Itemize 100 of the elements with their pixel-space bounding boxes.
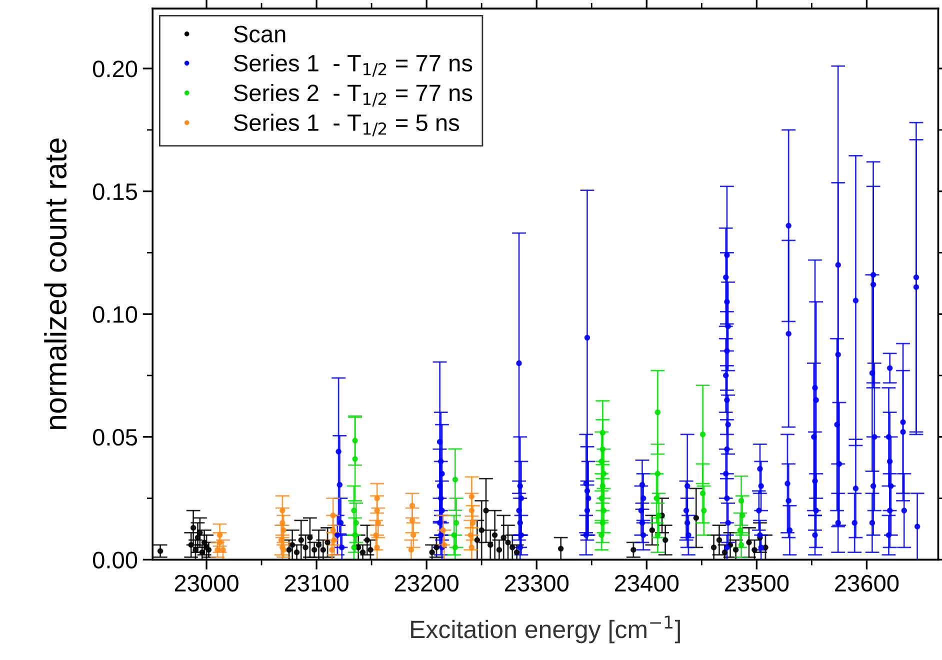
point	[598, 495, 604, 502]
point	[324, 540, 330, 546]
x-tick-label: 23300	[504, 574, 569, 592]
point	[330, 512, 336, 518]
point	[364, 537, 370, 543]
point	[600, 430, 606, 436]
point	[201, 540, 208, 546]
legend-label: Series 2 - T$_{1/2}$ = 77 ns	[234, 84, 472, 106]
point	[440, 527, 446, 534]
point	[216, 540, 223, 546]
point	[468, 544, 475, 550]
point	[374, 508, 380, 514]
x-tick-label: 23400	[615, 574, 679, 592]
point	[649, 527, 656, 534]
point	[509, 544, 516, 550]
point	[352, 456, 358, 462]
legend-label: Series 1 - T$_{1/2}$ = 5 ns	[234, 114, 460, 136]
point	[452, 476, 458, 483]
point	[374, 495, 380, 502]
point	[188, 542, 194, 548]
point	[194, 534, 201, 540]
point	[654, 495, 660, 502]
point	[738, 542, 744, 548]
point	[190, 524, 196, 531]
legend-label: Scan	[234, 26, 286, 42]
point	[598, 458, 604, 464]
point	[206, 546, 212, 553]
y-tick-label: 0.05	[92, 428, 138, 446]
point	[280, 546, 286, 553]
point	[316, 542, 322, 548]
point	[478, 527, 485, 534]
x-tick-label: 23500	[725, 574, 789, 592]
point	[409, 502, 416, 509]
point	[752, 546, 758, 553]
point	[496, 546, 502, 553]
point	[298, 537, 304, 543]
point	[214, 546, 220, 553]
point	[192, 546, 198, 553]
point	[468, 532, 474, 538]
point	[410, 532, 416, 538]
point	[600, 470, 607, 477]
point	[452, 544, 458, 550]
x-tick-label: 23000	[174, 574, 238, 592]
point	[514, 549, 520, 556]
point	[662, 537, 668, 543]
point	[408, 546, 414, 553]
point	[352, 532, 358, 538]
point	[409, 517, 416, 524]
point	[710, 544, 717, 550]
point	[320, 546, 326, 553]
point	[598, 532, 604, 538]
point	[732, 546, 739, 553]
point	[373, 532, 379, 538]
point	[199, 549, 206, 556]
y-tick-label: 0.10	[92, 306, 138, 323]
point	[441, 542, 448, 548]
point	[700, 508, 707, 514]
point	[429, 549, 435, 556]
point	[738, 498, 744, 504]
point	[311, 546, 318, 553]
point	[351, 508, 357, 514]
point	[654, 470, 661, 477]
point	[197, 530, 203, 536]
point	[630, 546, 636, 553]
point	[331, 537, 338, 543]
point	[474, 537, 480, 543]
point	[434, 544, 440, 550]
point	[487, 542, 494, 548]
point	[746, 540, 752, 546]
point	[280, 527, 286, 534]
point	[500, 534, 507, 540]
point	[353, 520, 360, 526]
point	[470, 520, 476, 526]
point	[558, 546, 564, 552]
point	[468, 494, 475, 500]
point	[654, 532, 661, 538]
point	[368, 546, 374, 553]
point	[352, 438, 358, 444]
point	[722, 549, 728, 556]
y-axis-title: normalized count rate	[44, 138, 67, 430]
y-tick-label: 0.15	[92, 183, 138, 200]
point	[294, 549, 300, 556]
point	[374, 544, 380, 550]
point	[600, 446, 606, 452]
point	[280, 508, 286, 514]
point	[216, 532, 223, 538]
point	[654, 409, 661, 416]
point	[656, 512, 662, 518]
point	[329, 546, 335, 553]
point	[600, 483, 606, 489]
y-tick-label: 0.00	[92, 552, 138, 568]
point	[483, 508, 489, 514]
point	[360, 549, 366, 556]
point	[600, 508, 607, 514]
point	[375, 520, 382, 526]
point	[468, 508, 475, 514]
point	[307, 534, 313, 540]
point	[737, 527, 744, 534]
point	[453, 520, 460, 526]
x-axis-title: Excitation energy [cm$^{−1}$]	[411, 616, 680, 644]
